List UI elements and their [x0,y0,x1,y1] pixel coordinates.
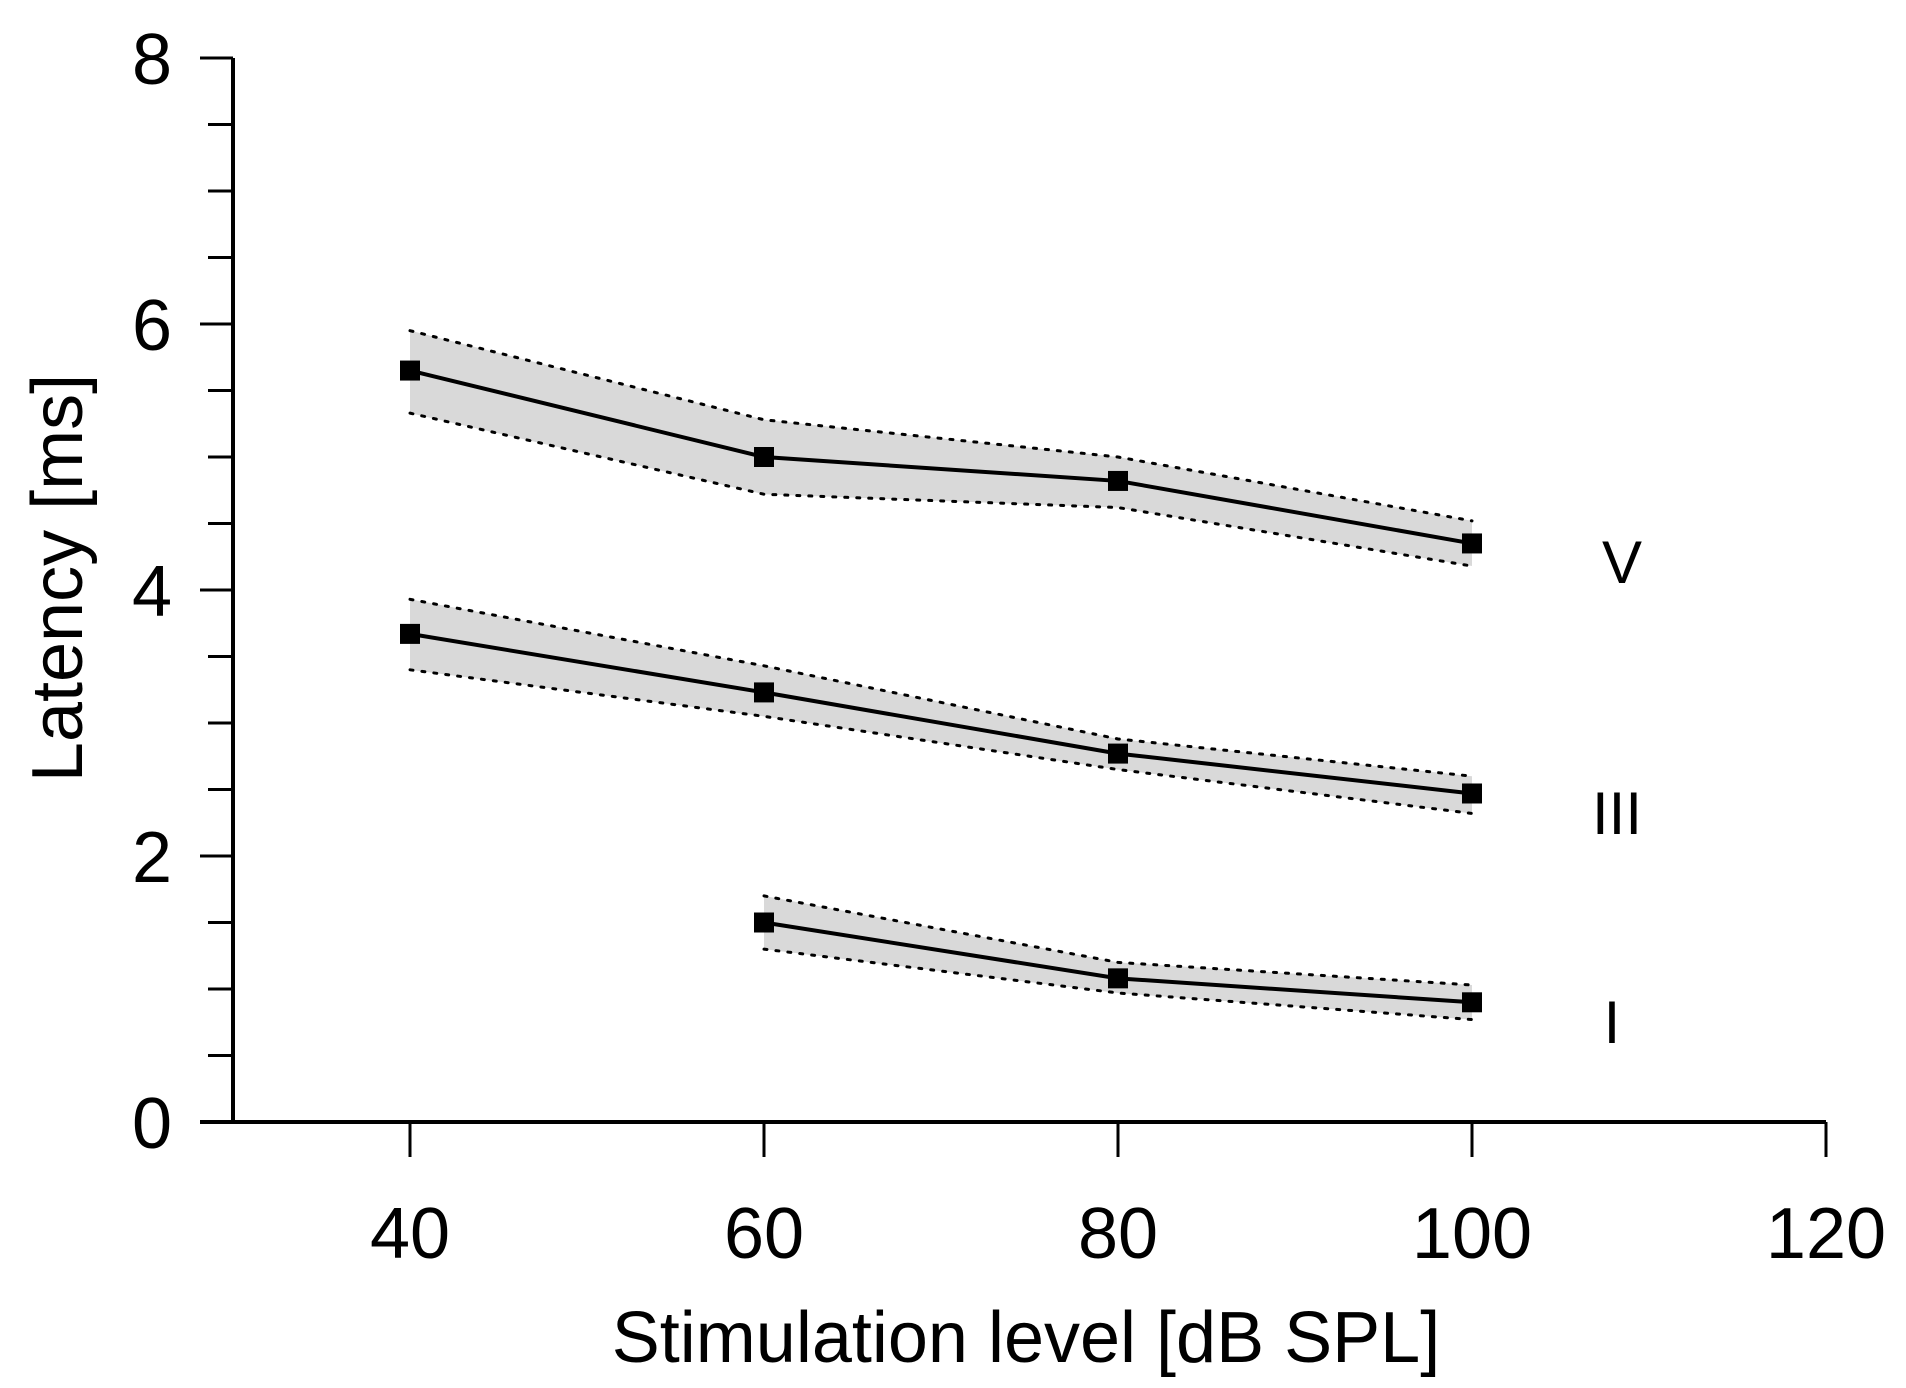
lower-bound-iii [408,668,1474,815]
data-point-iii-80 [1108,743,1128,764]
x-tick-label: 120 [1766,1194,1886,1274]
ticks: 0 2 4 6 8 40 60 80 100 120 [132,20,1886,1274]
x-tick-label: 100 [1412,1194,1532,1274]
data-point-iii-40 [400,623,420,644]
x-axis-title: Stimulation level [dB SPL] [612,1298,1440,1378]
y-tick-label: 0 [132,1084,172,1164]
data-point-v-100 [1462,533,1482,554]
data-point-v-80 [1108,470,1128,491]
y-tick-label: 8 [132,20,172,100]
y-axis-title: Latency [ms] [18,374,98,782]
lower-bound-i [762,947,1474,1022]
y-tick-label: 2 [132,818,172,898]
x-tick-label: 40 [370,1194,450,1274]
data-point-iii-60 [754,682,774,703]
data-markers [400,360,1482,1013]
data-point-i-80 [1108,968,1128,989]
data-point-v-60 [754,447,774,467]
band-v [410,330,1472,567]
upper-bound-v [408,329,1474,523]
x-tick-label: 80 [1078,1194,1158,1274]
upper-bound-i [762,894,1474,987]
series-label-iii: III [1592,780,1642,847]
upper-bound-iii [408,597,1474,778]
y-tick-label: 6 [132,286,172,366]
series-label-i: I [1604,989,1621,1056]
series-labels: V III I [1592,529,1642,1056]
confidence-bands [410,330,1472,1020]
band-iii [410,599,1472,814]
y-tick-label: 4 [132,552,172,632]
x-tick-label: 60 [724,1194,804,1274]
data-point-v-40 [400,360,420,381]
series-line-v [409,368,1473,546]
data-point-i-100 [1462,992,1482,1013]
series-line-iii [409,631,1473,796]
bound-lines [408,329,1474,1022]
data-point-i-60 [754,912,774,933]
lower-bound-v [408,411,1474,568]
series-label-v: V [1602,529,1642,596]
data-point-iii-100 [1462,783,1482,804]
